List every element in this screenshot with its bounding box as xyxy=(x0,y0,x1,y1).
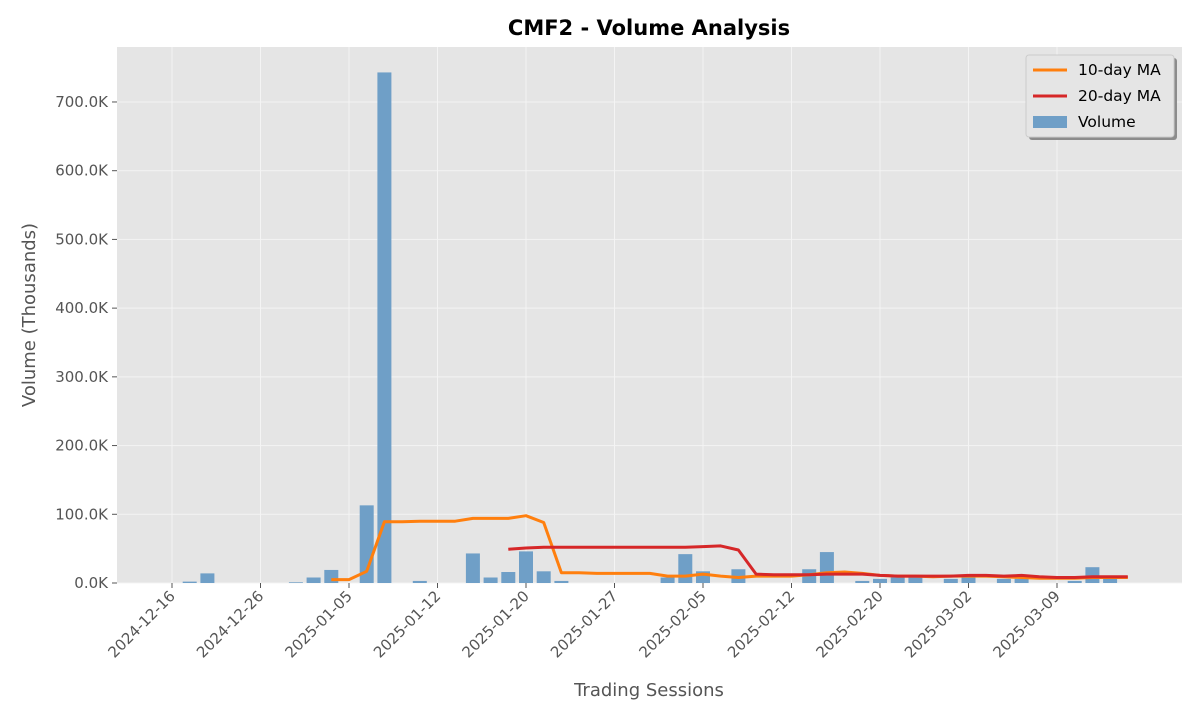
y-axis-label: Volume (Thousands) xyxy=(19,223,40,407)
volume-bar xyxy=(465,553,480,583)
volume-bar xyxy=(536,571,551,583)
x-tick-label: 2025-02-12 xyxy=(724,587,798,661)
volume-bar xyxy=(377,72,392,583)
x-tick-label: 2025-01-05 xyxy=(281,587,355,661)
plot-area xyxy=(117,47,1182,583)
y-tick-label: 300.0K xyxy=(55,368,109,386)
grid xyxy=(117,47,1182,584)
x-axis-ticks: 2024-12-16 2024-12-26 2025-01-05 2025-01-12… xyxy=(104,583,1064,661)
volume-bar xyxy=(873,578,887,583)
volume-bar xyxy=(412,580,427,583)
legend: 10-day MA 20-day MA Volume xyxy=(1025,54,1177,140)
y-tick-label: 100.0K xyxy=(55,505,109,523)
volume-bar xyxy=(943,578,958,583)
volume-bar xyxy=(519,551,533,583)
volume-bar xyxy=(996,578,1011,583)
volume-bar xyxy=(961,577,976,583)
x-tick-label: 2025-02-05 xyxy=(635,587,709,661)
y-tick-label: 0.0K xyxy=(74,574,109,592)
volume-bar xyxy=(908,577,923,583)
x-tick-label: 2025-03-09 xyxy=(989,587,1063,661)
volume-bar xyxy=(501,572,516,583)
ma20-line xyxy=(508,544,1128,579)
legend-label: Volume xyxy=(1078,113,1136,131)
y-tick-label: 200.0K xyxy=(55,437,109,455)
volume-bar xyxy=(182,581,197,583)
y-tick-label: 600.0K xyxy=(55,162,109,180)
x-tick-label: 2025-01-12 xyxy=(370,587,444,661)
volume-bar xyxy=(1014,578,1029,583)
legend-label: 10-day MA xyxy=(1078,61,1161,79)
volume-bar xyxy=(1067,580,1082,583)
volume-bars xyxy=(182,72,1118,583)
chart-title: CMF2 - Volume Analysis xyxy=(508,16,790,40)
y-tick-label: 700.0K xyxy=(55,93,109,111)
legend-swatch xyxy=(1033,116,1067,128)
x-tick-label: 2025-02-20 xyxy=(812,587,886,661)
volume-bar xyxy=(1103,578,1118,583)
x-tick-label: 2025-01-20 xyxy=(458,587,532,661)
y-tick-label: 500.0K xyxy=(55,230,109,248)
volume-bar xyxy=(200,573,215,583)
volume-bar xyxy=(678,554,693,583)
volume-bar xyxy=(696,571,710,583)
x-tick-label: 2025-01-27 xyxy=(547,587,621,661)
x-tick-label: 2024-12-26 xyxy=(193,587,267,661)
x-tick-label: 2024-12-16 xyxy=(104,587,178,661)
volume-bar xyxy=(288,582,303,583)
x-tick-label: 2025-03-02 xyxy=(901,587,975,661)
volume-bar xyxy=(855,580,870,583)
y-tick-label: 400.0K xyxy=(55,299,109,317)
x-axis-label: Trading Sessions xyxy=(573,680,724,701)
volume-bar xyxy=(306,577,321,583)
volume-bar xyxy=(819,552,834,583)
moving-average-lines xyxy=(331,514,1128,582)
volume-bar xyxy=(483,577,498,583)
y-axis-ticks: 0.0K 100.0K 200.0K 300.0K 400.0K 500.0K 600.0K… xyxy=(55,93,117,592)
volume-bar xyxy=(660,577,675,583)
volume-bar xyxy=(554,580,569,583)
legend-label: 20-day MA xyxy=(1078,87,1161,105)
volume-bar xyxy=(1085,567,1100,583)
volume-bar xyxy=(890,577,905,583)
